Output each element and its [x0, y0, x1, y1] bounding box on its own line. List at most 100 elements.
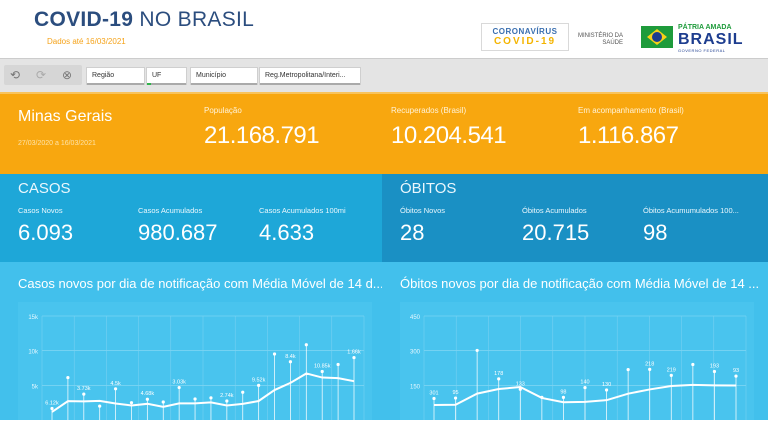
deaths-per100-label: Óbitos Acumumulados 100... [643, 206, 739, 215]
data-label: 301 [429, 391, 438, 397]
ministry-label: MINISTÉRIO DA SAÚDE [578, 33, 623, 47]
data-point [50, 407, 53, 410]
data-point [66, 376, 69, 379]
filter-uf[interactable]: UF [146, 67, 187, 85]
data-point [627, 368, 630, 371]
data-label: 130 [602, 382, 611, 388]
step-forward-icon[interactable]: ⟳ [32, 67, 50, 83]
cases-per100-label: Casos Acumulados 100mi [259, 206, 346, 215]
y-tick-label: 5k [32, 384, 39, 390]
cases-title: CASOS [18, 180, 71, 197]
filter-municipio[interactable]: Município [190, 67, 258, 85]
data-point [337, 363, 340, 366]
filter-label: UF [152, 72, 161, 79]
data-label: 9.52k [252, 377, 266, 383]
y-tick-label: 10k [28, 350, 39, 356]
data-label: 2.74k [220, 393, 234, 399]
data-point [605, 388, 608, 391]
filter-label: Reg.Metropolitana/Interi... [265, 72, 346, 79]
monitoring-value: 1.116.867 [578, 122, 679, 150]
page-title: COVID-19 NO BRASIL [34, 8, 254, 32]
data-point [209, 396, 212, 399]
data-label: 3.03k [172, 380, 186, 386]
filter-reg-metropolitana[interactable]: Reg.Metropolitana/Interi... [259, 67, 361, 85]
selection-tools: ⟲ ⟳ ⊗ [4, 65, 82, 85]
data-point [114, 387, 117, 390]
data-point [162, 400, 165, 403]
deaths-chart-title: Óbitos novos por dia de notificação com … [400, 276, 759, 291]
data-point [454, 396, 457, 399]
data-label: 10.85k [314, 363, 331, 369]
deaths-panel: ÓBITOS Óbitos Novos 28 Óbitos Acumulados… [382, 174, 768, 262]
population-value: 21.168.791 [204, 122, 319, 150]
cases-chart-plot[interactable]: 15k 10k 5k 6.12k 3.73k 4.5k 4.68k 3.03k 2.74k 9.5… [18, 302, 372, 420]
page-header: COVID-19 NO BRASIL Dados até 16/03/2021 … [0, 0, 768, 58]
data-date: Dados até 16/03/2021 [47, 37, 126, 46]
recovered-label: Recuperados (Brasil) [391, 106, 466, 115]
y-tick-label: 15k [28, 315, 39, 321]
data-point [321, 370, 324, 373]
badge-line1: CORONAVÍRUS [482, 27, 568, 36]
title-bold: COVID-19 [34, 8, 133, 31]
coronavirus-badge[interactable]: CORONAVÍRUS COVID-19 [481, 23, 569, 51]
data-point [178, 386, 181, 389]
data-point [691, 363, 694, 366]
filter-label: Região [92, 72, 114, 79]
clear-selections-icon[interactable]: ⊗ [58, 67, 76, 83]
data-point [305, 343, 308, 346]
data-point [130, 401, 133, 404]
data-label: 178 [494, 371, 503, 377]
data-label: 3.73k [77, 386, 91, 392]
deaths-new-label: Óbitos Novos [400, 206, 445, 215]
logo-line1: PÁTRIA AMADA [678, 24, 732, 31]
data-point [98, 405, 101, 408]
deaths-chart-svg[interactable]: 450 300 150 301 95 178 133 98 140 130 218 219 193 93 [400, 302, 754, 420]
data-label: 8.4k [285, 354, 296, 360]
data-point [289, 360, 292, 363]
deaths-cum-value: 20.715 [522, 220, 589, 246]
data-point [583, 386, 586, 389]
data-label: 98 [560, 389, 566, 395]
ministry-line2: SAÚDE [578, 40, 623, 47]
data-point [193, 397, 196, 400]
data-label: 93 [733, 368, 739, 374]
filter-toolbar: ⟲ ⟳ ⊗ Região UF Município Reg.Metropolit… [0, 58, 768, 93]
data-point [562, 396, 565, 399]
data-label: 6.12k [45, 400, 59, 406]
monitoring-label: Em acompanhamento (Brasil) [578, 106, 684, 115]
data-label: 4.68k [141, 391, 155, 397]
cases-panel: CASOS Casos Novos 6.093 Casos Acumulados… [0, 174, 382, 262]
data-point [146, 398, 149, 401]
data-label: 95 [453, 390, 459, 396]
period-range: 27/03/2020 a 16/03/2021 [18, 140, 96, 147]
cases-per100-value: 4.633 [259, 220, 314, 246]
deaths-chart-plot[interactable]: 450 300 150 301 95 178 133 98 140 130 218 219 193 93 [400, 302, 754, 420]
data-label: 1.66k [347, 350, 361, 356]
ministry-line1: MINISTÉRIO DA [578, 33, 623, 40]
deaths-cum-label: Óbitos Acumulados [522, 206, 587, 215]
cases-chart-svg[interactable]: 15k 10k 5k 6.12k 3.73k 4.5k 4.68k 3.03k 2.74k 9.5… [18, 302, 372, 420]
data-point [432, 397, 435, 400]
data-point [713, 370, 716, 373]
data-label: 133 [516, 381, 525, 387]
badge-line2: COVID-19 [482, 36, 568, 47]
data-point [476, 349, 479, 352]
deaths-title: ÓBITOS [400, 180, 456, 197]
data-point [352, 356, 355, 359]
data-label: 219 [667, 367, 676, 373]
data-point [257, 384, 260, 387]
cases-chart-title: Casos novos por dia de notificação com M… [18, 276, 384, 291]
title-light: NO BRASIL [139, 8, 254, 31]
deaths-chart-panel: Óbitos novos por dia de notificação com … [382, 262, 768, 420]
step-back-icon[interactable]: ⟲ [6, 67, 24, 83]
y-tick-label: 150 [410, 384, 421, 390]
data-point [82, 393, 85, 396]
summary-panel: Minas Gerais 27/03/2020 a 16/03/2021 Pop… [0, 92, 768, 176]
cases-chart-panel: Casos novos por dia de notificação com M… [0, 262, 382, 420]
cases-new-label: Casos Novos [18, 206, 63, 215]
cases-new-value: 6.093 [18, 220, 73, 246]
filter-regiao[interactable]: Região [86, 67, 145, 85]
brasil-government-logo: PÁTRIA AMADA BRASIL GOVERNO FEDERAL [641, 24, 761, 52]
data-point [648, 368, 651, 371]
recovered-value: 10.204.541 [391, 122, 506, 150]
